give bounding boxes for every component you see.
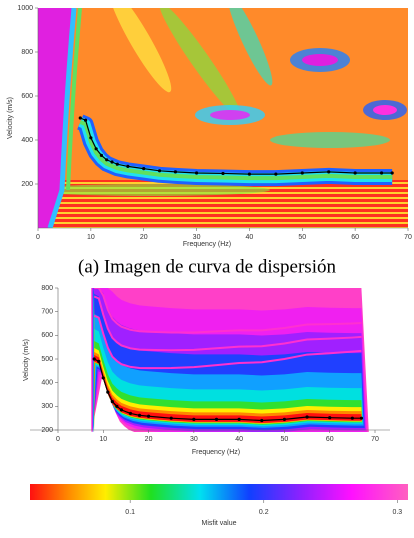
curve-point <box>78 116 82 120</box>
y-tick-label: 700 <box>41 309 53 316</box>
curve-point <box>260 418 264 423</box>
curve-point <box>305 415 309 419</box>
curve-point <box>247 172 252 176</box>
y-tick-label: 400 <box>21 137 33 144</box>
colorbar <box>30 484 408 500</box>
x-tick-label: 10 <box>87 234 95 241</box>
x-tick-label: 0 <box>56 436 60 443</box>
curve-point <box>115 404 119 408</box>
colorbar-label: Misfit value <box>201 520 236 527</box>
curve-point <box>142 167 146 171</box>
x-tick-label: 20 <box>140 234 148 241</box>
y-tick-label: 200 <box>21 181 33 188</box>
curve-point <box>221 171 225 176</box>
y-tick-label: 500 <box>41 356 53 363</box>
x-tick-label: 70 <box>404 234 412 241</box>
x-tick-label: 30 <box>193 234 201 241</box>
dispersion-image <box>38 8 408 228</box>
x-tick-label: 30 <box>190 436 198 443</box>
curve-point <box>92 357 96 361</box>
curve-point <box>94 147 98 151</box>
curve-point <box>359 416 364 420</box>
y-tick-label: 600 <box>21 93 33 100</box>
colorbar-tick-label: 0.1 <box>125 509 135 516</box>
curve-point <box>192 417 196 421</box>
curve-point <box>106 390 110 394</box>
curve-point <box>390 171 394 175</box>
misfit-curves <box>91 288 369 432</box>
curve-point <box>99 153 104 157</box>
curve-point <box>327 170 331 174</box>
y-tick-label: 200 <box>41 427 53 434</box>
x-tick-label: 70 <box>371 436 379 443</box>
curve-point <box>157 169 162 173</box>
curve-point <box>328 416 332 420</box>
y-axis-label: Velocity (m/s) <box>23 339 30 381</box>
x-tick-label: 40 <box>235 436 243 443</box>
x-tick-label: 20 <box>145 436 153 443</box>
misfit-curve <box>93 314 362 370</box>
curve-point <box>169 416 173 420</box>
curve-point <box>97 359 101 363</box>
curve-point <box>115 162 119 166</box>
curve-point <box>173 170 178 174</box>
curve-point <box>119 408 123 412</box>
x-tick-label: 50 <box>298 234 306 241</box>
x-axis-label: Frequency (Hz) <box>183 241 231 248</box>
y-tick-label: 600 <box>41 332 53 339</box>
curve-point <box>101 376 105 380</box>
x-axis-label: Frequency (Hz) <box>192 449 240 456</box>
y-tick-label: 800 <box>41 285 53 292</box>
curve-point <box>274 172 278 176</box>
curve-point <box>146 414 151 418</box>
curve-point <box>194 171 199 175</box>
x-tick-label: 10 <box>99 436 107 443</box>
curve-point <box>350 416 354 420</box>
colorbar-tick-label: 0.2 <box>259 509 269 516</box>
caption: (a) Imagen de curva de dispersión <box>78 256 336 277</box>
curve-point <box>110 400 114 404</box>
y-tick-label: 1000 <box>17 5 33 12</box>
misfit-band <box>93 288 363 432</box>
curve-point <box>83 118 88 122</box>
dispersion-curve <box>93 358 362 422</box>
curve-point <box>110 160 114 164</box>
curve-point <box>353 171 357 175</box>
curve-point <box>282 417 287 421</box>
curve-point <box>137 413 142 417</box>
x-tick-label: 50 <box>281 436 289 443</box>
x-tick-label: 60 <box>326 436 334 443</box>
misfit-curve <box>94 288 362 334</box>
curve-point <box>126 164 130 168</box>
coherent-band <box>79 120 393 181</box>
y-tick-label: 300 <box>41 403 53 410</box>
curve-point <box>89 136 93 140</box>
y-tick-label: 800 <box>21 49 33 56</box>
curve-point <box>237 417 241 421</box>
curve-point <box>214 417 219 421</box>
curve-point <box>379 171 384 175</box>
curve-point <box>105 158 109 162</box>
y-axis-label: Velocity (m/s) <box>7 97 14 139</box>
x-tick-label: 0 <box>36 234 40 241</box>
x-tick-label: 40 <box>246 234 254 241</box>
misfit-curve <box>93 295 362 352</box>
colorbar-tick-label: 0.3 <box>392 509 402 516</box>
curve-point <box>128 411 133 416</box>
x-tick-label: 60 <box>351 234 359 241</box>
curve-point <box>300 171 304 175</box>
y-tick-label: 400 <box>41 380 53 387</box>
